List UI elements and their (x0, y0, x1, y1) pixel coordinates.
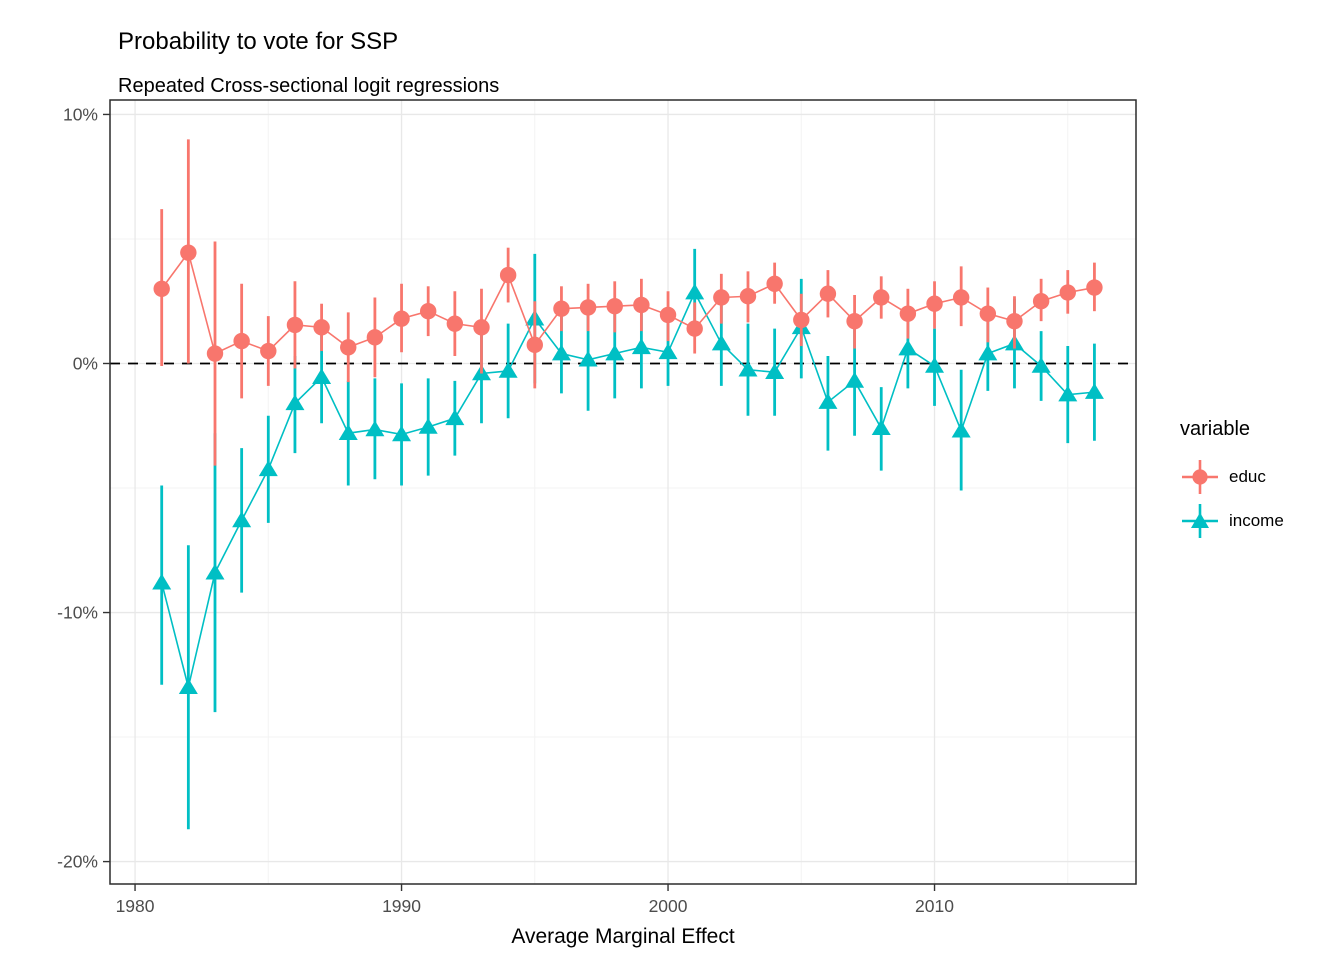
educ-point (899, 305, 917, 322)
income-point (232, 511, 252, 528)
income-point (951, 421, 971, 438)
legend: variable educ income (1180, 418, 1284, 543)
income-point (685, 283, 705, 300)
income-point (365, 420, 385, 437)
educ-point (153, 280, 170, 297)
income-point (152, 573, 172, 590)
legend-label-income: income (1229, 511, 1284, 530)
chart-subtitle: Repeated Cross-sectional logit regressio… (118, 74, 500, 97)
legend-title: variable (1180, 418, 1251, 440)
educ-point (926, 295, 943, 312)
x-tick-label: 2010 (915, 896, 954, 916)
income-point (445, 409, 465, 426)
income-point (711, 334, 731, 351)
x-tick-label: 1980 (116, 896, 155, 916)
educ-point (419, 302, 437, 320)
income-point (1058, 385, 1078, 402)
chart-title: Probability to vote for SSP (118, 28, 399, 56)
income-point (658, 343, 678, 360)
y-tick-label: -20% (57, 852, 98, 872)
educ-point (713, 289, 730, 306)
income-point (1031, 356, 1051, 373)
panel-border (109, 99, 1137, 885)
educ-point (739, 288, 757, 305)
y-tick-label: 0% (73, 353, 98, 373)
educ-point (553, 300, 570, 317)
educ-point (340, 339, 357, 356)
educ-point (979, 305, 997, 322)
income-point (1084, 383, 1104, 399)
educ-point (1006, 312, 1023, 330)
educ-point (206, 345, 224, 362)
income-point (178, 678, 198, 695)
educ-point (1086, 279, 1103, 296)
income-point (845, 371, 865, 388)
educ-point (393, 310, 410, 327)
y-tick-label: -10% (57, 603, 98, 623)
x-tick-label: 1990 (382, 896, 421, 916)
income-point (631, 338, 651, 355)
income-point (498, 361, 518, 378)
educ-point (180, 244, 197, 261)
income-point (898, 339, 918, 356)
income-point (312, 368, 332, 384)
panel-background (110, 100, 1136, 884)
educ-point (1032, 293, 1050, 310)
income-point (978, 344, 998, 361)
y-tick-label: 10% (63, 104, 98, 124)
educ-point (286, 316, 304, 334)
educ-point (606, 298, 623, 315)
educ-point (579, 299, 597, 316)
educ-point (686, 320, 703, 337)
x-tick-label: 2000 (649, 896, 688, 916)
income-point (392, 425, 412, 442)
educ-point (873, 289, 890, 306)
educ-point (233, 332, 250, 350)
income-point (925, 356, 945, 373)
income-point (285, 394, 305, 411)
income-pointrange-key-icon (1182, 504, 1218, 538)
income-point (418, 417, 438, 434)
legend-label-educ: educ (1229, 467, 1266, 486)
income-point (551, 344, 571, 361)
educ-point (473, 319, 490, 336)
legend-item-educ: educ (1180, 455, 1284, 499)
income-point (605, 344, 625, 361)
income-point (578, 350, 598, 367)
income-point (258, 460, 278, 477)
educ-pointrange-key-icon (1182, 460, 1218, 494)
educ-point (633, 296, 650, 314)
educ-point (366, 329, 384, 346)
x-axis-title: Average Marginal Effect (511, 925, 735, 948)
educ-point (313, 319, 330, 336)
educ-point (1059, 284, 1076, 301)
income-point (871, 419, 891, 436)
educ-point (260, 342, 277, 360)
educ-point (499, 266, 517, 284)
educ-point (446, 315, 464, 332)
income-point (338, 424, 358, 441)
income-point (818, 393, 838, 409)
educ-point (659, 306, 677, 324)
educ-point (952, 289, 970, 306)
educ-point (819, 285, 837, 302)
income-point (205, 563, 225, 580)
educ-point (793, 311, 810, 329)
educ-point (766, 275, 783, 292)
income-point (765, 363, 785, 380)
legend-item-income: income (1180, 499, 1284, 543)
educ-point (846, 312, 863, 330)
income-point (738, 360, 758, 377)
educ-point (526, 336, 543, 354)
